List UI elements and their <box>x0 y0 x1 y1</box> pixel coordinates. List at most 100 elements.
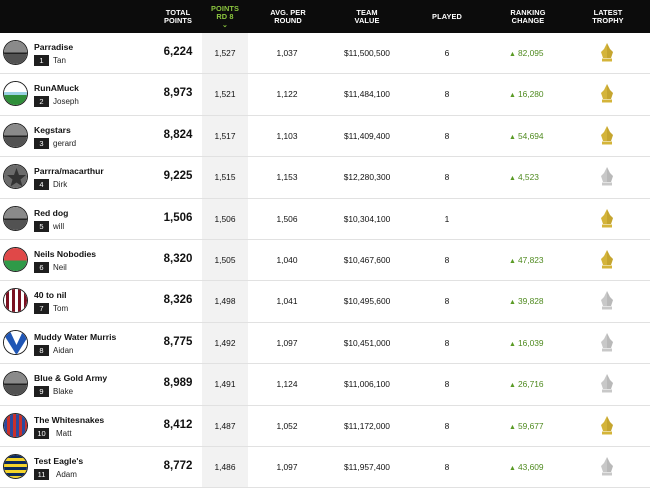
cell-played: 6 <box>444 48 450 58</box>
column-header-change[interactable]: RANKING CHANGE <box>493 0 563 33</box>
rank-badge: 2 <box>34 96 49 108</box>
cell-avg: 1,037 <box>276 48 298 58</box>
team-avatar[interactable] <box>3 288 28 314</box>
table-row[interactable]: RunAMuck 2 Joseph 8,973 1,521 1,122 $11,484,10… <box>0 74 650 116</box>
team-avatar[interactable] <box>3 247 28 272</box>
coach-name: Dirk <box>53 180 68 190</box>
column-header-value[interactable]: TEAM VALUE <box>332 0 402 33</box>
cell-avg: 1,041 <box>276 296 298 307</box>
team-avatar[interactable] <box>3 454 28 479</box>
column-header-total[interactable]: TOTAL POINTS <box>155 0 201 33</box>
table-row[interactable]: Parradise 1 Tan 6,224 1,527 1,037 $11,500,500 6… <box>0 33 650 75</box>
cell-value: $10,467,600 <box>343 255 391 265</box>
column-header-avg[interactable]: AVG. PER ROUND <box>259 0 317 33</box>
silver-trophy-icon[interactable] <box>599 167 615 187</box>
cell-total: 8,326 <box>163 294 193 307</box>
team-avatar[interactable] <box>3 122 28 148</box>
team-avatar[interactable] <box>3 205 28 231</box>
column-header-label: RANKING CHANGE <box>510 7 546 25</box>
cell-played: 8 <box>444 130 450 141</box>
table-row[interactable]: Parrra/macarthur 4 Dirk 9,225 1,515 1,153 $12,… <box>0 157 650 199</box>
column-header-trophy[interactable]: LATEST TROPHY <box>578 0 638 33</box>
up-arrow-icon: ▲ <box>509 92 516 100</box>
team-name-link[interactable]: Kegstars <box>34 124 71 135</box>
gold-trophy-icon[interactable] <box>599 250 615 270</box>
silver-trophy-icon[interactable] <box>599 332 615 353</box>
team-name-link[interactable]: Test Eagle's <box>34 456 84 466</box>
table-row[interactable]: Neils Nobodies 6 Neil 8,320 1,505 1,040 $10,46… <box>0 240 650 282</box>
up-arrow-icon: ▲ <box>509 465 516 472</box>
ranking-change-value: 47,823 <box>517 255 544 265</box>
team-name-link[interactable]: RunAMuck <box>34 83 79 94</box>
cell-avg: 1,506 <box>276 213 298 224</box>
rank-badge: 8 <box>34 344 49 356</box>
column-header-played[interactable]: PLAYED <box>418 0 476 33</box>
ranking-change-value: 39,828 <box>517 296 544 307</box>
cell-round: 1,517 <box>214 130 236 141</box>
cell-value: $11,484,100 <box>344 89 390 100</box>
team-name-link[interactable]: Neils Nobodies <box>34 249 97 259</box>
team-avatar[interactable] <box>3 412 28 438</box>
ranking-change: ▲ 16,039 <box>509 338 544 348</box>
column-header-label: POINTS RD 8 <box>210 3 240 21</box>
rank-badge: 4 <box>34 179 49 191</box>
gold-trophy-icon[interactable] <box>599 125 615 146</box>
cell-played: 8 <box>444 462 450 472</box>
ranking-change: ▲ 39,828 <box>509 296 544 306</box>
team-avatar[interactable] <box>3 329 28 355</box>
cell-round: 1,498 <box>214 296 236 307</box>
cell-value: $11,500,500 <box>344 48 390 58</box>
team-name-link[interactable]: Parradise <box>34 42 74 52</box>
cell-round: 1,527 <box>214 48 236 58</box>
cell-avg: 1,124 <box>276 379 298 390</box>
cell-avg: 1,153 <box>276 172 298 183</box>
team-name-link[interactable]: Parrra/macarthur <box>34 166 104 177</box>
ranking-change-value: 43,609 <box>517 462 544 472</box>
team-avatar[interactable] <box>3 164 28 190</box>
table-row[interactable]: Blue & Gold Army 9 Blake 8,989 1,491 1,124 $11… <box>0 364 650 406</box>
table-row[interactable]: 40 to nil 7 Tom 8,326 1,498 1,041 $10,495,600 8… <box>0 281 650 323</box>
table-row[interactable]: Red dog 5 will 1,506 1,506 1,506 $10,304,100 1 <box>0 199 650 240</box>
column-header-label: LATEST TROPHY <box>592 7 624 25</box>
team-avatar[interactable] <box>3 81 28 107</box>
gold-trophy-icon[interactable] <box>599 415 615 436</box>
cell-round: 1,506 <box>214 213 236 224</box>
gold-trophy-icon[interactable] <box>599 208 615 229</box>
coach-name: Tan <box>53 56 66 65</box>
column-header-round[interactable]: POINTS RD 8 ⌄ <box>202 0 248 33</box>
cell-value: $10,304,100 <box>343 213 391 224</box>
team-avatar[interactable] <box>3 40 28 65</box>
ranking-change: ▲ 26,716 <box>509 379 544 389</box>
team-name-link[interactable]: Muddy Water Murris <box>34 331 117 342</box>
silver-trophy-icon[interactable] <box>599 457 615 477</box>
coach-name: Joseph <box>53 97 79 107</box>
ranking-change: ▲ 59,677 <box>509 421 544 431</box>
team-avatar[interactable] <box>3 371 28 397</box>
team-name-link[interactable]: 40 to nil <box>34 290 67 301</box>
silver-trophy-icon[interactable] <box>599 374 615 394</box>
chevron-down-icon: ⌄ <box>222 21 228 29</box>
cell-avg: 1,052 <box>276 420 298 431</box>
table-row[interactable]: Muddy Water Murris 8 Aidan 8,775 1,492 1,097 $… <box>0 323 650 365</box>
ranking-change: ▲ 54,694 <box>509 131 544 141</box>
team-name-link[interactable]: Blue & Gold Army <box>34 373 108 384</box>
cell-total: 8,824 <box>163 128 193 141</box>
gold-trophy-icon[interactable] <box>599 84 615 104</box>
cell-played: 1 <box>444 213 450 224</box>
table-row[interactable]: Test Eagle's 11 Adam 8,772 1,486 1,097 $11,957… <box>0 447 650 488</box>
team-name-link[interactable]: Red dog <box>34 207 69 218</box>
team-name-link[interactable]: The Whitesnakes <box>34 414 105 425</box>
rank-badge: 5 <box>34 220 49 232</box>
gold-trophy-icon[interactable] <box>599 43 615 63</box>
up-arrow-icon: ▲ <box>509 382 516 390</box>
rank-badge: 6 <box>34 262 49 273</box>
cell-round: 1,492 <box>214 337 236 348</box>
ranking-change-value: 59,677 <box>517 420 544 431</box>
silver-trophy-icon[interactable] <box>599 291 615 311</box>
rank-badge: 1 <box>34 55 49 66</box>
table-row[interactable]: The Whitesnakes 10 Matt 8,412 1,487 1,052 $11,… <box>0 406 650 447</box>
cell-played: 8 <box>444 379 450 390</box>
cell-played: 8 <box>444 420 450 431</box>
cell-value: $11,957,400 <box>344 462 390 472</box>
table-row[interactable]: Kegstars 3 gerard 8,824 1,517 1,103 $11,409,40… <box>0 116 650 158</box>
